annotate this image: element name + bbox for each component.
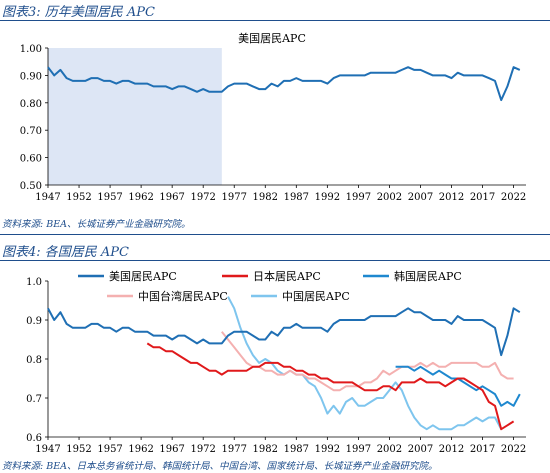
figure-4-source: 资料来源: BEA、日本总务省统计局、韩国统计局、中国台湾、国家统计局、长城证券… <box>2 461 438 472</box>
x-tick-label: 1952 <box>66 444 91 455</box>
y-tick-label: 0.7 <box>26 394 42 405</box>
x-tick-label: 1967 <box>159 192 184 203</box>
figure-4-title: 图表4: 各国居民 APC <box>2 245 129 260</box>
x-tick-label: 1947 <box>35 192 60 203</box>
chart-title: 美国居民APC <box>238 32 306 45</box>
x-tick-label: 2012 <box>439 444 464 455</box>
x-tick-label: 1972 <box>190 444 215 455</box>
x-tick-label: 1947 <box>35 444 60 455</box>
x-tick-label: 1957 <box>97 192 122 203</box>
figure-4-title-rule <box>0 260 550 261</box>
series-line-4 <box>227 296 503 431</box>
x-tick-label: 1997 <box>346 444 371 455</box>
x-tick-label: 1982 <box>253 192 278 203</box>
figure-3-title: 图表3: 历年美国居民 APC <box>2 5 155 20</box>
series-line-1 <box>146 342 515 431</box>
x-tick-label: 1967 <box>159 444 184 455</box>
y-tick-label: 1.0 <box>26 277 42 288</box>
y-tick-label: 1.00 <box>20 44 42 55</box>
x-tick-label: 2017 <box>470 192 495 203</box>
legend-label: 日本居民APC <box>253 269 321 283</box>
x-tick-label: 1977 <box>222 192 247 203</box>
y-tick-label: 0.80 <box>20 99 42 110</box>
x-tick-label: 1987 <box>284 444 309 455</box>
series-line-3 <box>221 331 514 392</box>
figure-3-title-rule <box>0 20 550 21</box>
x-tick-label: 1962 <box>128 192 153 203</box>
x-tick-label: 2012 <box>439 192 464 203</box>
series-line-0 <box>47 66 521 102</box>
x-tick-label: 1982 <box>253 444 278 455</box>
x-tick-label: 1952 <box>66 192 91 203</box>
shaded-period <box>48 48 222 185</box>
us-apc-history-chart: 0.50 0.60 0.70 0.80 0.90 1.00 1947 1952 1957 1962… <box>20 32 527 203</box>
x-tick-label: 2002 <box>377 444 402 455</box>
x-tick-label: 1972 <box>190 192 215 203</box>
x-tick-label: 1992 <box>315 444 340 455</box>
x-tick-label: 1957 <box>97 444 122 455</box>
y-tick-label: 0.9 <box>26 316 42 327</box>
legend-label: 中国台湾居民APC <box>138 289 228 303</box>
y-tick-label: 0.70 <box>20 126 42 137</box>
figure-3-bottom-rule <box>0 234 550 235</box>
x-tick-label: 2022 <box>501 192 526 203</box>
x-tick-label: 2002 <box>377 192 402 203</box>
figure-3-source: 资料来源: BEA、长城证券产业金融研究院。 <box>2 219 191 230</box>
x-tick-label: 1977 <box>222 444 247 455</box>
legend-label: 韩国居民APC <box>394 269 462 283</box>
country-apc-comparison-chart: 0.6 0.7 0.8 0.9 1.0 1947 1952 1957 1962 1967 1972 1… <box>26 269 526 455</box>
x-tick-label: 1962 <box>128 444 153 455</box>
x-tick-label: 2007 <box>408 192 433 203</box>
legend-label: 美国居民APC <box>109 270 177 283</box>
y-tick-label: 0.60 <box>20 154 42 165</box>
x-tick-label: 1987 <box>284 192 309 203</box>
x-tick-label: 2017 <box>470 444 495 455</box>
x-tick-label: 1992 <box>315 192 340 203</box>
y-tick-label: 0.90 <box>20 71 42 82</box>
y-tick-label: 0.6 <box>26 433 42 444</box>
x-tick-label: 2022 <box>501 444 526 455</box>
legend-label: 中国居民APC <box>282 290 350 303</box>
x-tick-label: 1997 <box>346 192 371 203</box>
series-line-0 <box>47 307 521 357</box>
y-tick-label: 0.50 <box>20 181 42 192</box>
y-tick-label: 0.8 <box>26 355 42 366</box>
x-tick-label: 2007 <box>408 444 433 455</box>
